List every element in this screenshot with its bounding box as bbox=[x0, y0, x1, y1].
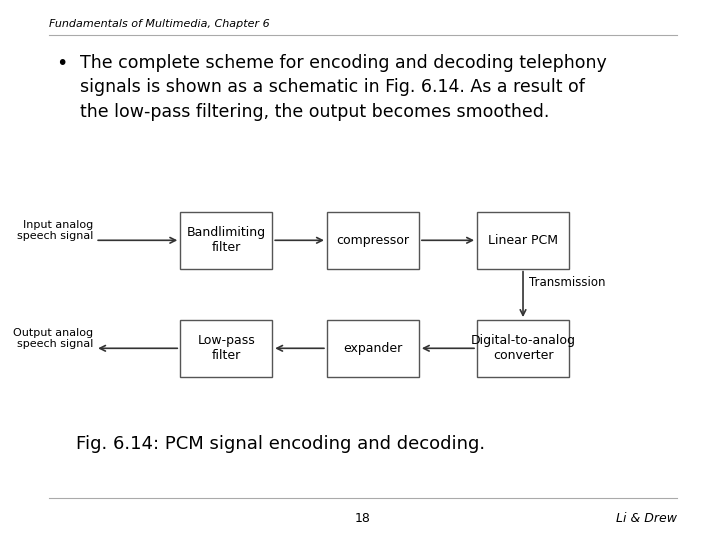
FancyBboxPatch shape bbox=[327, 212, 419, 268]
Text: The complete scheme for encoding and decoding telephony
signals is shown as a sc: The complete scheme for encoding and dec… bbox=[79, 54, 606, 120]
Text: Fundamentals of Multimedia, Chapter 6: Fundamentals of Multimedia, Chapter 6 bbox=[49, 19, 269, 29]
Text: expander: expander bbox=[343, 342, 402, 355]
Text: •: • bbox=[55, 54, 67, 73]
Text: Digital-to-analog
converter: Digital-to-analog converter bbox=[470, 334, 575, 362]
FancyBboxPatch shape bbox=[327, 320, 419, 377]
Text: Transmission: Transmission bbox=[529, 276, 606, 289]
Text: Linear PCM: Linear PCM bbox=[488, 234, 558, 247]
Text: Bandlimiting
filter: Bandlimiting filter bbox=[186, 226, 266, 254]
Text: compressor: compressor bbox=[336, 234, 410, 247]
Text: Output analog
speech signal: Output analog speech signal bbox=[13, 328, 93, 349]
Text: 18: 18 bbox=[355, 512, 371, 525]
FancyBboxPatch shape bbox=[477, 212, 569, 268]
Text: Fig. 6.14: PCM signal encoding and decoding.: Fig. 6.14: PCM signal encoding and decod… bbox=[76, 435, 485, 453]
FancyBboxPatch shape bbox=[180, 320, 272, 377]
Text: Input analog
speech signal: Input analog speech signal bbox=[17, 220, 93, 241]
FancyBboxPatch shape bbox=[180, 212, 272, 268]
Text: Li & Drew: Li & Drew bbox=[616, 512, 677, 525]
Text: Low-pass
filter: Low-pass filter bbox=[197, 334, 255, 362]
FancyBboxPatch shape bbox=[477, 320, 569, 377]
